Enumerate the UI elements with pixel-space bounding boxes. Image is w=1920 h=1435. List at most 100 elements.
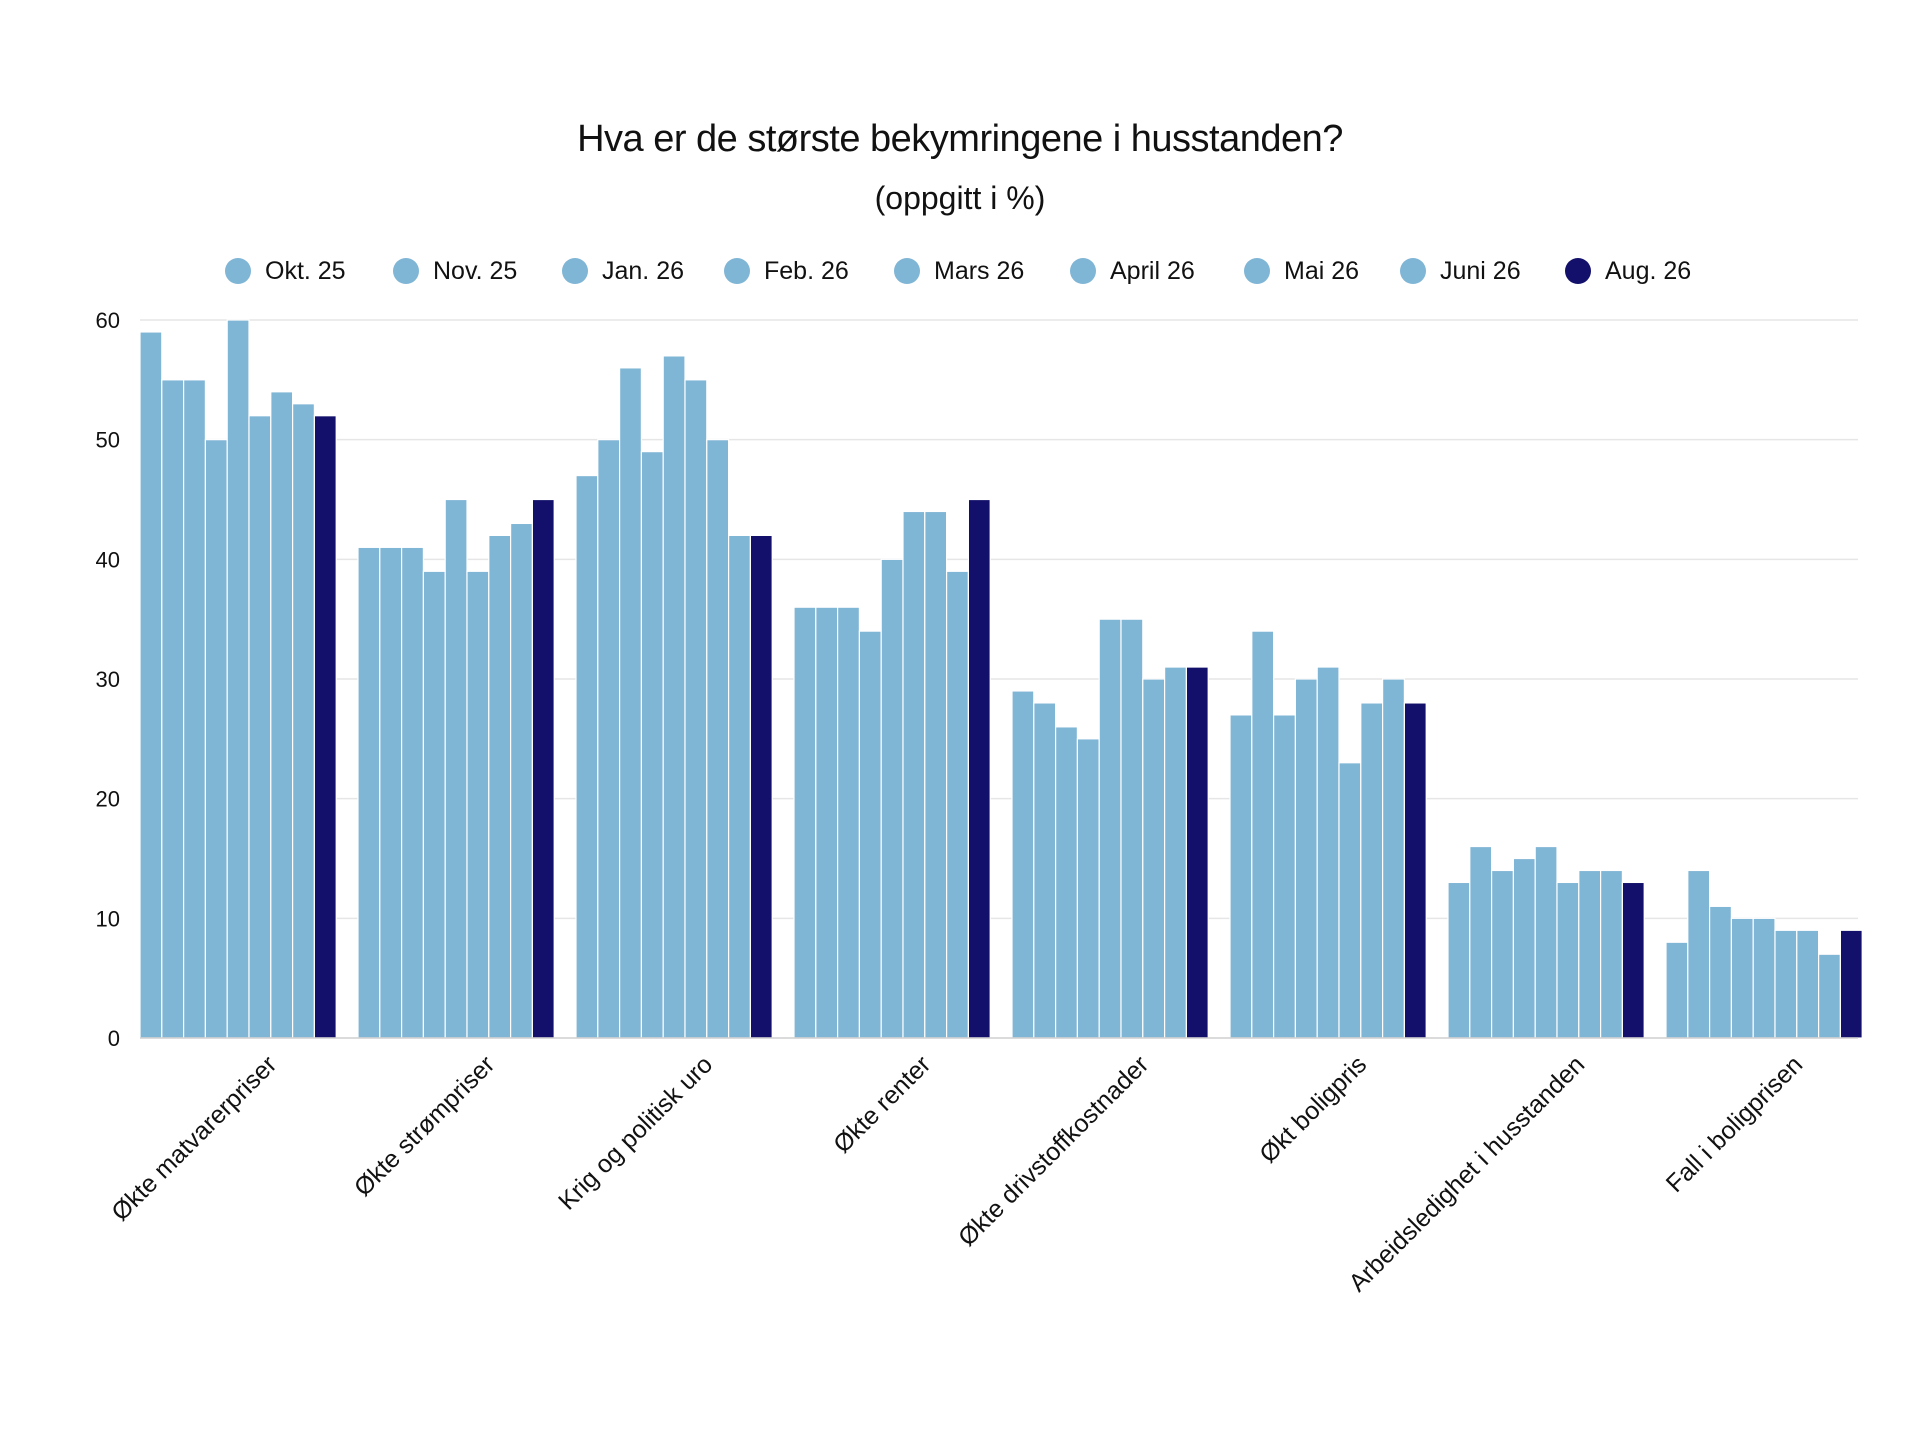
- legend-swatch: [1400, 258, 1426, 284]
- bar: [1578, 869, 1602, 1039]
- bar: [1730, 917, 1754, 1039]
- bar: [1054, 726, 1078, 1039]
- bar: [1796, 929, 1820, 1039]
- legend-item: Okt. 25: [225, 254, 346, 288]
- bar: [292, 403, 316, 1039]
- x-tick-label: Krig og politisk uro: [553, 1050, 718, 1215]
- x-tick-label: Økte strømpriser: [349, 1050, 500, 1201]
- bar: [1469, 845, 1493, 1039]
- bar: [1774, 929, 1798, 1039]
- bar: [1120, 618, 1144, 1039]
- legend-label: Mars 26: [934, 256, 1025, 285]
- legend-label: Okt. 25: [265, 256, 346, 285]
- legend-swatch: [724, 258, 750, 284]
- legend-swatch: [1244, 258, 1270, 284]
- y-tick-label: 40: [96, 547, 120, 572]
- legend-label: Aug. 26: [1605, 256, 1692, 285]
- bar: [1381, 678, 1405, 1039]
- bar: [1708, 905, 1732, 1039]
- bar: [1294, 678, 1318, 1039]
- bar: [1665, 941, 1689, 1039]
- legend-label: Jan. 26: [602, 256, 685, 285]
- legend-swatch: [393, 258, 419, 284]
- bar: [531, 498, 555, 1039]
- legend-item: Juni 26: [1400, 254, 1521, 288]
- bar: [967, 498, 991, 1039]
- bar: [270, 391, 294, 1039]
- legend-item: Nov. 25: [393, 254, 517, 288]
- x-tick-label: Økte matvarerpriser: [106, 1050, 282, 1226]
- legend-swatch: [1565, 258, 1591, 284]
- bar: [510, 522, 534, 1039]
- bar: [640, 451, 664, 1039]
- legend-swatch: [894, 258, 920, 284]
- legend-label: Nov. 25: [433, 256, 518, 285]
- bar: [727, 534, 751, 1039]
- legend-item: Mai 26: [1244, 254, 1359, 288]
- bar: [466, 570, 490, 1039]
- bar: [1360, 702, 1384, 1039]
- bar: [1229, 714, 1253, 1039]
- bar: [139, 331, 163, 1039]
- bar: [597, 439, 621, 1039]
- bar: [1011, 690, 1035, 1039]
- bar: [1338, 762, 1362, 1039]
- bar: [1556, 881, 1580, 1039]
- x-tick-label: Økt boligpris: [1254, 1050, 1372, 1168]
- legend-label: Juni 26: [1440, 256, 1521, 285]
- bar: [945, 570, 969, 1039]
- bar: [1817, 953, 1841, 1039]
- bar: [1490, 869, 1514, 1039]
- bar: [422, 570, 446, 1039]
- bar: [684, 379, 708, 1039]
- bar: [793, 606, 817, 1039]
- bar: [1687, 869, 1711, 1039]
- bar: [815, 606, 839, 1039]
- y-tick-label: 10: [96, 906, 120, 931]
- legend-item: April 26: [1070, 254, 1195, 288]
- y-tick-label: 20: [96, 787, 120, 812]
- chart-title: Hva er de største bekymringene i husstan…: [577, 118, 1343, 160]
- bar: [204, 439, 228, 1039]
- bar: [444, 498, 468, 1039]
- y-tick-label: 50: [96, 428, 120, 453]
- bar: [248, 415, 272, 1039]
- bar: [488, 534, 512, 1039]
- bar: [836, 606, 860, 1039]
- bar: [1316, 666, 1340, 1039]
- bar: [1076, 738, 1100, 1039]
- legend-swatch: [1070, 258, 1096, 284]
- legend-label: April 26: [1110, 256, 1195, 285]
- legend-swatch: [225, 258, 251, 284]
- bar: [1098, 618, 1122, 1039]
- bar: [1512, 857, 1536, 1039]
- legend-item: Aug. 26: [1565, 254, 1691, 288]
- bar: [858, 630, 882, 1039]
- y-tick-label: 0: [108, 1026, 120, 1051]
- bar: [1752, 917, 1776, 1039]
- legend-item: Jan. 26: [562, 254, 684, 288]
- bar: [313, 415, 337, 1039]
- bar: [1251, 630, 1275, 1039]
- x-tick-label: Økte renter: [828, 1050, 936, 1158]
- x-tick-label: Fall i boligprisen: [1661, 1050, 1809, 1198]
- bar: [706, 439, 730, 1039]
- bar: [357, 546, 381, 1039]
- bar: [1163, 666, 1187, 1039]
- bar: [183, 379, 207, 1039]
- legend-label: Mai 26: [1284, 256, 1360, 285]
- bar: [749, 534, 773, 1039]
- bar: [1839, 929, 1863, 1039]
- x-tick-label: Arbeidsledighet i husstanden: [1343, 1050, 1590, 1297]
- bar: [1033, 702, 1057, 1039]
- legend-swatch: [562, 258, 588, 284]
- bar: [880, 558, 904, 1039]
- legend-item: Mars 26: [894, 254, 1024, 288]
- bar: [1403, 702, 1427, 1039]
- legend-label: Feb. 26: [764, 256, 849, 285]
- bar: [379, 546, 403, 1039]
- bar: [902, 510, 926, 1039]
- bar: [1599, 869, 1623, 1039]
- bar: [1447, 881, 1471, 1039]
